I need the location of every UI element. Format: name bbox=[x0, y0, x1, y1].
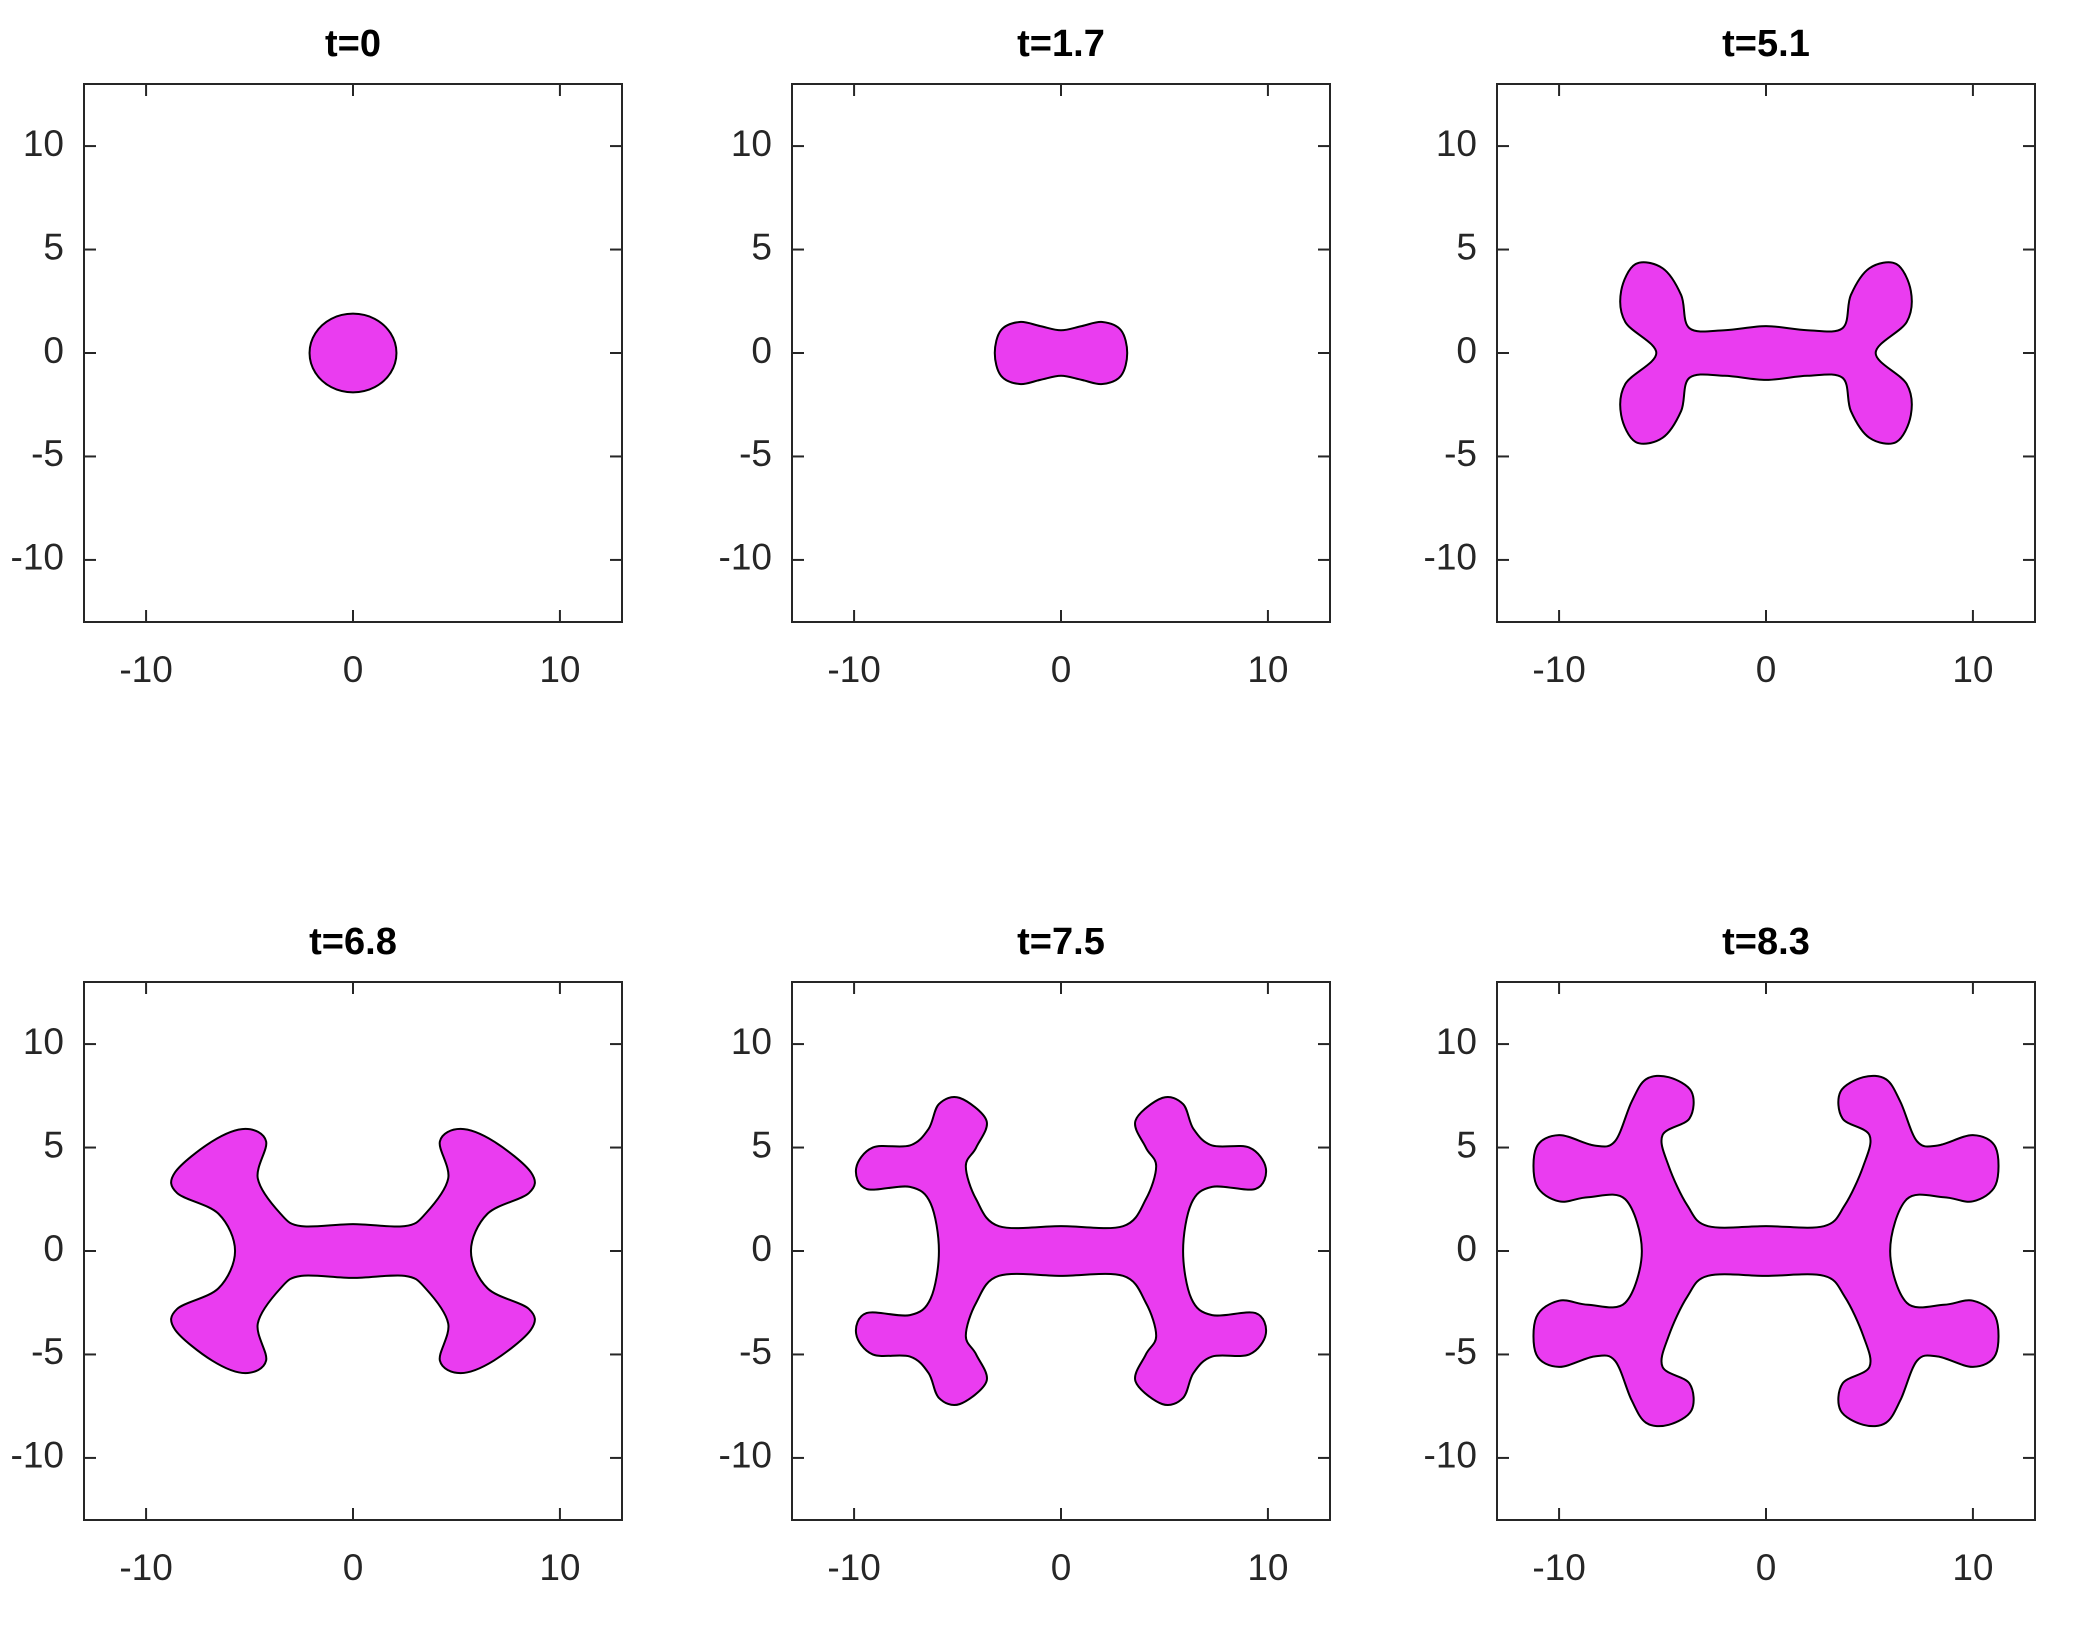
y-tick-label: 0 bbox=[751, 330, 772, 371]
x-tick-label: 10 bbox=[1952, 1547, 1993, 1588]
chart-title: t=6.8 bbox=[309, 921, 397, 963]
shape bbox=[1619, 261, 1913, 445]
shape bbox=[170, 1127, 536, 1375]
y-tick-label: 10 bbox=[1436, 123, 1477, 164]
x-tick-label: 0 bbox=[343, 1547, 364, 1588]
y-tick-label: -10 bbox=[719, 1435, 772, 1476]
panel: -10 0 10 -10 -5 0 5 10 t=6.8 bbox=[11, 921, 623, 1588]
x-tick-label: 0 bbox=[1756, 1547, 1777, 1588]
y-tick-label: 10 bbox=[731, 123, 772, 164]
chart-title: t=8.3 bbox=[1722, 921, 1810, 963]
x-tick-label: 0 bbox=[1756, 649, 1777, 690]
y-tick-label: 5 bbox=[43, 1124, 64, 1165]
shape bbox=[1532, 1074, 2000, 1428]
y-tick-label: 0 bbox=[751, 1228, 772, 1269]
y-tick-label: -10 bbox=[11, 1435, 64, 1476]
y-tick-label: -5 bbox=[31, 1331, 64, 1372]
y-tick-label: 10 bbox=[23, 123, 64, 164]
x-tick-label: 10 bbox=[539, 1547, 580, 1588]
x-tick-label: 10 bbox=[1952, 649, 1993, 690]
x-tick-label: 10 bbox=[539, 649, 580, 690]
y-tick-label: 5 bbox=[1456, 226, 1477, 267]
x-tick-label: 0 bbox=[343, 649, 364, 690]
x-tick-label: -10 bbox=[827, 1547, 880, 1588]
y-tick-label: -5 bbox=[31, 433, 64, 474]
panel: -10 0 10 -10 -5 0 5 10 t=8.3 bbox=[1424, 921, 2036, 1588]
x-tick-label: -10 bbox=[827, 649, 880, 690]
x-tick-label: -10 bbox=[119, 649, 172, 690]
x-tick-label: -10 bbox=[1532, 1547, 1585, 1588]
shape bbox=[308, 312, 398, 394]
y-tick-label: -5 bbox=[739, 433, 772, 474]
y-tick-label: -5 bbox=[1444, 433, 1477, 474]
y-tick-label: 5 bbox=[751, 226, 772, 267]
x-tick-label: -10 bbox=[1532, 649, 1585, 690]
panel: -10 0 10 -10 -5 0 5 10 t=7.5 bbox=[719, 921, 1331, 1588]
panel: -10 0 10 -10 -5 0 5 10 t=5.1 bbox=[1424, 23, 2036, 690]
y-tick-label: -10 bbox=[11, 537, 64, 578]
y-tick-label: -10 bbox=[1424, 537, 1477, 578]
chart-title: t=5.1 bbox=[1722, 23, 1810, 65]
y-tick-label: -10 bbox=[1424, 1435, 1477, 1476]
y-tick-label: 0 bbox=[1456, 330, 1477, 371]
y-tick-label: 0 bbox=[1456, 1228, 1477, 1269]
x-tick-label: 10 bbox=[1247, 649, 1288, 690]
chart-title: t=1.7 bbox=[1017, 23, 1105, 65]
y-tick-label: 5 bbox=[43, 226, 64, 267]
shape bbox=[993, 320, 1129, 386]
y-tick-label: 10 bbox=[23, 1021, 64, 1062]
y-tick-label: -10 bbox=[719, 537, 772, 578]
y-tick-label: 10 bbox=[1436, 1021, 1477, 1062]
y-tick-label: -5 bbox=[1444, 1331, 1477, 1372]
y-tick-label: 0 bbox=[43, 1228, 64, 1269]
y-tick-label: 5 bbox=[751, 1124, 772, 1165]
shape bbox=[854, 1095, 1268, 1407]
panel: -10 0 10 -10 -5 0 5 10 t=1.7 bbox=[719, 23, 1331, 690]
panel: -10 0 10 -10 -5 0 5 10 t=0 bbox=[11, 23, 623, 690]
y-tick-label: 0 bbox=[43, 330, 64, 371]
x-tick-label: 0 bbox=[1051, 1547, 1072, 1588]
y-tick-label: 10 bbox=[731, 1021, 772, 1062]
y-tick-label: 5 bbox=[1456, 1124, 1477, 1165]
y-tick-label: -5 bbox=[739, 1331, 772, 1372]
x-tick-label: 10 bbox=[1247, 1547, 1288, 1588]
chart-title: t=7.5 bbox=[1017, 921, 1105, 963]
chart-title: t=0 bbox=[325, 23, 381, 65]
x-tick-label: 0 bbox=[1051, 649, 1072, 690]
x-tick-label: -10 bbox=[119, 1547, 172, 1588]
